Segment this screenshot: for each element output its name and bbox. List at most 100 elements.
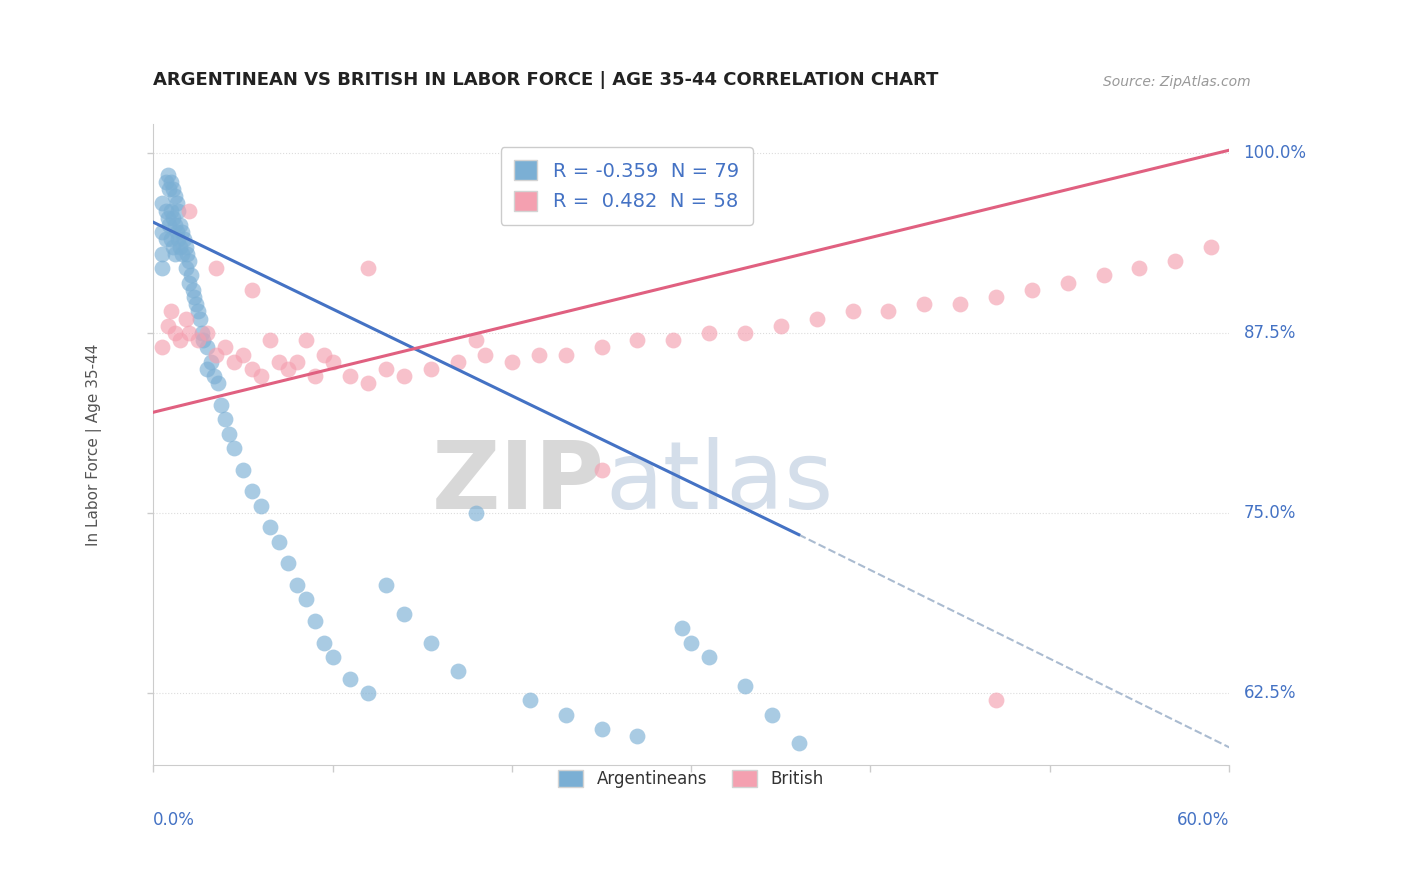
Point xyxy=(357,376,380,391)
Point xyxy=(150,247,173,261)
Point xyxy=(160,304,183,318)
Point xyxy=(662,333,685,347)
Point xyxy=(169,333,191,347)
Point xyxy=(984,693,1007,707)
Point xyxy=(174,261,197,276)
Point xyxy=(591,722,613,736)
Point xyxy=(202,369,225,384)
Text: atlas: atlas xyxy=(605,437,834,529)
Point xyxy=(681,635,703,649)
Text: 0.0%: 0.0% xyxy=(153,811,195,829)
Point xyxy=(626,333,648,347)
Point xyxy=(177,326,200,340)
Point xyxy=(761,707,783,722)
Point xyxy=(163,189,186,203)
Point xyxy=(167,232,190,246)
Point xyxy=(150,261,173,276)
Point xyxy=(195,362,218,376)
Point xyxy=(519,693,541,707)
Point xyxy=(155,232,177,246)
Point xyxy=(285,355,308,369)
Point xyxy=(162,240,184,254)
Point xyxy=(205,348,228,362)
Point xyxy=(912,297,935,311)
Point xyxy=(222,355,245,369)
Point xyxy=(157,182,180,196)
Point xyxy=(250,499,273,513)
Point xyxy=(209,398,232,412)
Point xyxy=(160,175,183,189)
Point xyxy=(1021,283,1043,297)
Text: 100.0%: 100.0% xyxy=(1243,145,1306,162)
Point xyxy=(214,412,236,426)
Point xyxy=(195,326,218,340)
Point xyxy=(877,304,900,318)
Point xyxy=(304,369,326,384)
Point xyxy=(173,232,195,246)
Point xyxy=(170,225,193,239)
Point xyxy=(183,290,205,304)
Point xyxy=(591,463,613,477)
Point xyxy=(174,240,197,254)
Point xyxy=(177,203,200,218)
Point xyxy=(166,225,188,239)
Point xyxy=(304,614,326,628)
Point xyxy=(259,520,281,534)
Point xyxy=(339,672,361,686)
Point xyxy=(240,484,263,499)
Point xyxy=(187,304,209,318)
Text: ZIP: ZIP xyxy=(432,437,605,529)
Point xyxy=(174,311,197,326)
Point xyxy=(339,369,361,384)
Point xyxy=(166,196,188,211)
Point xyxy=(156,211,179,225)
Point xyxy=(214,341,236,355)
Text: ARGENTINEAN VS BRITISH IN LABOR FORCE | AGE 35-44 CORRELATION CHART: ARGENTINEAN VS BRITISH IN LABOR FORCE | … xyxy=(153,71,939,89)
Point xyxy=(250,369,273,384)
Point xyxy=(200,355,222,369)
Point xyxy=(205,261,228,276)
Point xyxy=(187,333,209,347)
Point xyxy=(697,650,720,665)
Point xyxy=(734,326,756,340)
Point xyxy=(207,376,229,391)
Legend: Argentineans, British: Argentineans, British xyxy=(551,764,831,795)
Point xyxy=(591,341,613,355)
Point xyxy=(160,232,183,246)
Point xyxy=(787,736,810,750)
Point xyxy=(267,534,290,549)
Point xyxy=(394,369,416,384)
Point xyxy=(447,355,470,369)
Point xyxy=(150,225,173,239)
Point xyxy=(240,362,263,376)
Text: Source: ZipAtlas.com: Source: ZipAtlas.com xyxy=(1102,75,1250,89)
Point xyxy=(554,348,576,362)
Point xyxy=(1199,240,1222,254)
Point xyxy=(181,283,204,297)
Point xyxy=(218,426,240,441)
Point xyxy=(180,268,202,283)
Point xyxy=(285,578,308,592)
Point xyxy=(294,592,316,607)
Point xyxy=(177,276,200,290)
Point xyxy=(150,341,173,355)
Point xyxy=(232,348,254,362)
Point xyxy=(163,218,186,232)
Point xyxy=(1128,261,1150,276)
Point xyxy=(734,679,756,693)
Point xyxy=(949,297,972,311)
Point xyxy=(277,362,299,376)
Point xyxy=(150,196,173,211)
Point xyxy=(806,311,828,326)
Text: In Labor Force | Age 35-44: In Labor Force | Age 35-44 xyxy=(86,343,103,546)
Point xyxy=(259,333,281,347)
Point xyxy=(277,557,299,571)
Point xyxy=(188,311,211,326)
Point xyxy=(375,362,398,376)
Point xyxy=(322,355,344,369)
Point xyxy=(163,326,186,340)
Point xyxy=(240,283,263,297)
Point xyxy=(447,665,470,679)
Text: 60.0%: 60.0% xyxy=(1177,811,1229,829)
Point xyxy=(420,635,443,649)
